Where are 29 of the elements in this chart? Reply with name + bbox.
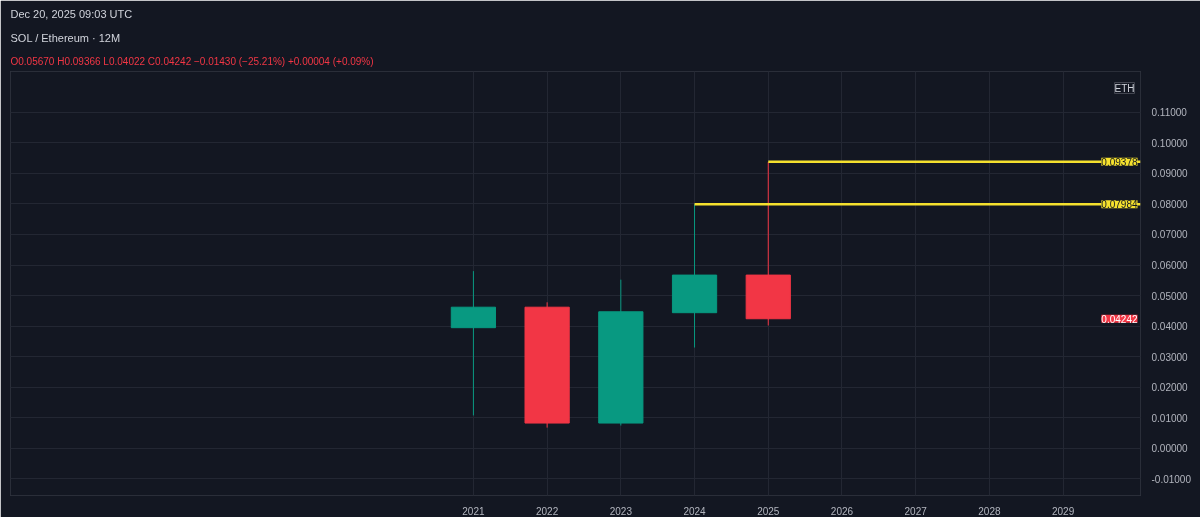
y-tick-label: 0.11000 xyxy=(1151,107,1188,119)
text: Dec 20, 2025 09:03 UTC xyxy=(10,7,133,20)
y-tick-label: 0.03000 xyxy=(1151,351,1189,363)
y-tick-label: 0.02000 xyxy=(1151,382,1189,394)
x-tick-label: 2026 xyxy=(830,505,854,517)
x-tick-label: 2027 xyxy=(904,505,928,517)
y-tick-label: 0.10000 xyxy=(1151,137,1189,149)
chart-subtitle: O0.05670 H0.09366 L0.04022 C0.04242 −0.01430 (−25.21%) +0.00004 (+0.09%) xyxy=(10,55,374,67)
y-tick-label: 0.07000 xyxy=(1151,229,1189,241)
chart-title: SOL / Ethereum · 12M xyxy=(10,31,121,44)
annotation: 0.04242 xyxy=(1101,313,1138,325)
x-tick-label: 2024 xyxy=(683,505,707,517)
y-tick-label: -0.01000 xyxy=(1151,473,1192,485)
y-tick-label: 0.01000 xyxy=(1151,412,1189,424)
y-tick-label: 0.06000 xyxy=(1151,260,1189,272)
y-tick-label: 0.09000 xyxy=(1151,168,1189,180)
y-tick-label: 0.05000 xyxy=(1151,290,1189,302)
data-label: 0.09378 xyxy=(1101,156,1138,168)
x-tick-label: 2023 xyxy=(609,505,633,517)
annotation: ETH xyxy=(1114,82,1135,94)
y-tick-label: 0.00000 xyxy=(1151,443,1189,455)
data-label: 0.07984 xyxy=(1101,199,1138,211)
y-tick-label: 0.04000 xyxy=(1151,321,1189,333)
y-tick-label: 0.08000 xyxy=(1151,198,1189,210)
x-tick-label: 2025 xyxy=(757,505,780,517)
x-tick-label: 2029 xyxy=(1051,505,1075,517)
x-tick-label: 2021 xyxy=(462,505,485,517)
x-tick-label: 2022 xyxy=(536,505,559,517)
x-tick-label: 2028 xyxy=(978,505,1001,517)
